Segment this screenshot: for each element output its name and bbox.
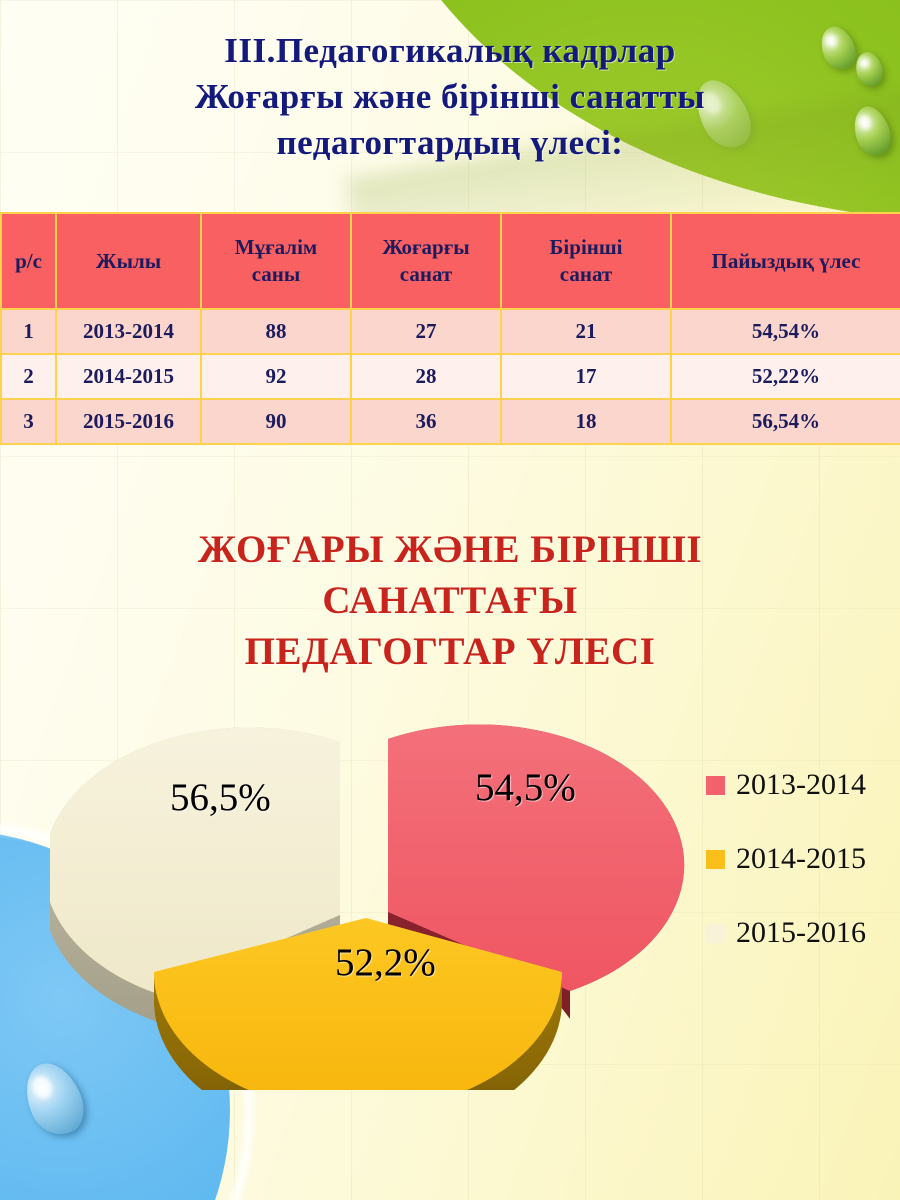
data-table-container: р/с Жылы Мұғалім саны Жоғарғы санат Бірі	[0, 212, 900, 445]
pie-slice-top-2014-2015	[154, 918, 562, 1090]
chart-legend: 2013-2014 2014-2015 2015-2016	[706, 748, 896, 970]
column-header-first-category-line1: Бірінші	[549, 235, 623, 259]
table-header-row: р/с Жылы Мұғалім саны Жоғарғы санат Бірі	[0, 212, 900, 310]
pie-slice-top-2015-2016	[50, 727, 340, 994]
pie-slice-group-2014-2015	[154, 918, 562, 1090]
column-header-higher-category-line1: Жоғарғы	[382, 235, 470, 259]
headline-line-2: Жоғарғы және бірінші санатты	[194, 77, 706, 116]
table-header: р/с Жылы Мұғалім саны Жоғарғы санат Бірі	[0, 212, 900, 310]
cell-first-category: 17	[500, 353, 672, 400]
cell-index: 3	[0, 398, 57, 445]
table-row: 1 2013-2014 88 27 21 54,54%	[0, 308, 900, 355]
headline-line-1: III.Педагогикалық кадрлар	[224, 31, 676, 70]
column-header-teacher-count-line1: Мұғалім	[234, 235, 318, 259]
column-header-higher-category-line2: санат	[399, 262, 453, 286]
cell-first-category: 21	[500, 308, 672, 355]
legend-swatch-icon	[706, 849, 725, 869]
legend-label: 2014-2015	[736, 842, 866, 875]
pie-data-label-2015-2016: 56,5%	[170, 776, 271, 819]
cell-higher-category: 36	[350, 398, 502, 445]
chart-title-line-1: ЖОҒАРЫ ЖӘНЕ БІРІНШІ	[197, 528, 703, 571]
cell-higher-category: 28	[350, 353, 502, 400]
teacher-category-table: р/с Жылы Мұғалім саны Жоғарғы санат Бірі	[0, 212, 900, 445]
chart-title-line-2: САНАТТАҒЫ	[322, 579, 578, 622]
cell-first-category: 18	[500, 398, 672, 445]
column-header-index: р/с	[0, 212, 57, 310]
cell-percent-share: 52,22%	[670, 353, 900, 400]
cell-year: 2014-2015	[55, 353, 202, 400]
cell-index: 2	[0, 353, 57, 400]
pie-slice-top-2013-2014	[388, 724, 685, 991]
cell-teacher-count: 90	[200, 398, 352, 445]
legend-item-2015-2016[interactable]: 2015-2016	[706, 896, 896, 970]
column-header-higher-category: Жоғарғы санат	[350, 212, 502, 310]
cell-higher-category: 27	[350, 308, 502, 355]
cell-year: 2013-2014	[55, 308, 202, 355]
cell-percent-share: 56,54%	[670, 398, 900, 445]
legend-label: 2013-2014	[736, 768, 866, 801]
column-header-year-line1: Жылы	[95, 248, 162, 273]
chart-title-line-3: ПЕДАГОГТАР ҮЛЕСІ	[244, 630, 656, 673]
column-header-teacher-count: Мұғалім саны	[200, 212, 352, 310]
column-header-teacher-count-line2: саны	[251, 262, 301, 286]
legend-label: 2015-2016	[736, 916, 866, 949]
legend-item-2013-2014[interactable]: 2013-2014	[706, 748, 896, 822]
cell-teacher-count: 88	[200, 308, 352, 355]
cell-year: 2015-2016	[55, 398, 202, 445]
table-body: 1 2013-2014 88 27 21 54,54% 2 2014-2015 …	[0, 308, 900, 445]
table-row: 2 2014-2015 92 28 17 52,22%	[0, 353, 900, 400]
column-header-index-line1: р/с	[15, 248, 42, 273]
column-header-percent-share: Пайыздық үлес	[670, 212, 900, 310]
pie-data-label-2014-2015: 52,2%	[335, 941, 436, 984]
column-header-first-category: Бірінші санат	[500, 212, 672, 310]
pie-chart-svg	[50, 724, 685, 1090]
column-header-year: Жылы	[55, 212, 202, 310]
pie-chart: 54,5% 52,2% 56,5%	[50, 690, 710, 1090]
table-row: 3 2015-2016 90 36 18 56,54%	[0, 398, 900, 445]
legend-swatch-icon	[706, 923, 725, 943]
cell-index: 1	[0, 308, 57, 355]
pie-data-label-2013-2014: 54,5%	[475, 766, 576, 809]
headline-line-3: педагогтардың үлесі:	[276, 123, 624, 162]
cell-teacher-count: 92	[200, 353, 352, 400]
column-header-first-category-line2: санат	[559, 262, 613, 286]
chart-title: ЖОҒАРЫ ЖӘНЕ БІРІНШІ САНАТТАҒЫ ПЕДАГОГТАР…	[0, 524, 900, 677]
slide-headline: III.Педагогикалық кадрлар Жоғарғы және б…	[0, 28, 900, 166]
legend-item-2014-2015[interactable]: 2014-2015	[706, 822, 896, 896]
legend-swatch-icon	[706, 775, 725, 795]
column-header-percent-share-line1: Пайыздық үлес	[711, 248, 861, 273]
pie-slice-edge-2014-2015	[154, 972, 562, 1090]
cell-percent-share: 54,54%	[670, 308, 900, 355]
